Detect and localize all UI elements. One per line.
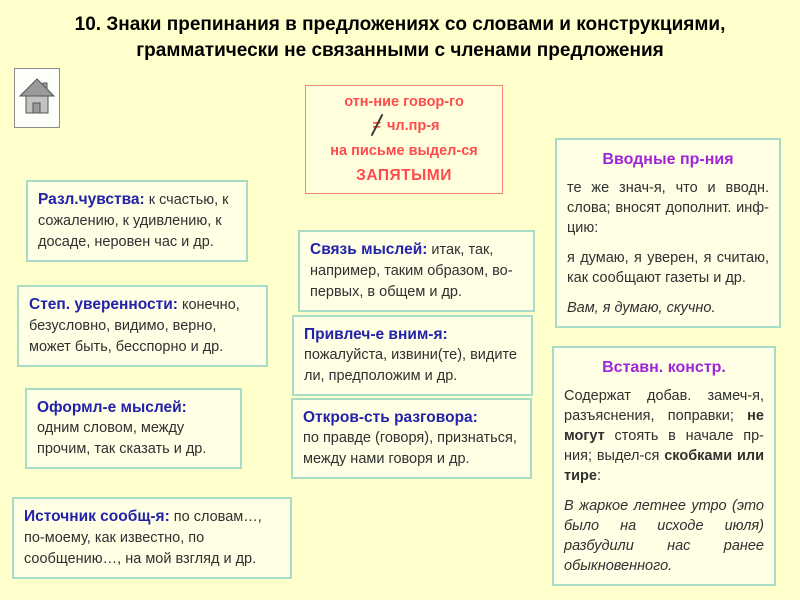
home-icon <box>18 78 56 114</box>
box-inserted-example: В жаркое летнее утро (это было на исходе… <box>564 498 764 574</box>
box-feelings-body: к счастью, к сожалению, к удивлению, к д… <box>38 192 229 250</box>
not-equal-symbol: = <box>368 114 384 137</box>
rule-line3: на письме выдел-ся <box>330 142 478 159</box>
rule-line2-text: чл.пр-я <box>386 118 440 135</box>
box-source-heading: Источник сообщ-я: <box>24 508 170 525</box>
rule-line2: =чл.пр-я <box>306 114 502 137</box>
box-certainty-body: конечно, безусловно, видимо, верно, може… <box>29 297 240 355</box>
box-inserted-heading: Вставн. констр. <box>602 359 726 376</box>
box-source-body: по словам…, по-моему, как известно, по с… <box>24 509 262 567</box>
box-attention-heading: Привлеч-е вним-я: <box>304 326 448 343</box>
box-introductory-para1: те же знач-я, что и вводн. слова; вносят… <box>567 180 769 236</box>
box-source: Источник сообщ-я: по словам…, по-моему, … <box>12 497 292 579</box>
box-introductory-para2: я думаю, я уверен, я считаю, как сообщаю… <box>567 250 769 286</box>
box-inserted-constructions: Вставн. констр. Содержат добав. замеч-я,… <box>552 346 776 586</box>
box-introductory-sentences: Вводные пр-ния те же знач-я, что и вводн… <box>555 138 781 328</box>
box-attention: Привлеч-е вним-я: пожалуйста, извини(те)… <box>292 315 533 396</box>
rule-line4: ЗАПЯТЫМИ <box>356 166 452 184</box>
box-certainty-heading: Степ. уверенности: <box>29 296 178 313</box>
box-thoughts-form: Оформл-е мыслей: одним словом, между про… <box>25 388 242 469</box>
box-introductory-heading: Вводные пр-ния <box>602 151 734 168</box>
box-frankness: Откров-сть разговора: по правде (говоря)… <box>291 398 532 479</box>
box-thoughts-form-body: одним словом, между прочим, так сказать … <box>37 420 207 457</box>
box-feelings-heading: Разл.чувства: <box>38 191 145 208</box>
box-connection-body: итак, так, например, таким образом, во-п… <box>310 242 513 300</box>
box-inserted-p1b: не могут <box>564 408 764 444</box>
box-frankness-heading: Откров-сть разговора: <box>303 409 478 426</box>
box-attention-body: пожалуйста, извини(те), видите ли, предп… <box>304 347 517 384</box>
page-title-line1: 10. Знаки препинания в предложениях со с… <box>74 14 726 35</box>
box-introductory-example: Вам, я думаю, скучно. <box>567 300 716 316</box>
box-frankness-body: по правде (говоря), признаться, между на… <box>303 430 517 467</box>
box-inserted-p1a: Содержат добав. замеч-я, разъяснения, по… <box>564 388 764 424</box>
box-inserted-p1e: : <box>596 468 601 484</box>
box-inserted-p1d: скобками или тире <box>564 448 764 484</box>
rule-box: отн-ние говор-го =чл.пр-я на письме выде… <box>305 85 503 194</box>
box-connection-heading: Связь мыслей: <box>310 241 428 258</box>
rule-line1: отн-ние говор-го <box>344 94 464 111</box>
page-title-line2: грамматически не связанными с членами пр… <box>136 40 664 61</box>
box-certainty: Степ. уверенности: конечно, безусловно, … <box>17 285 268 367</box>
box-thoughts-form-heading: Оформл-е мыслей: <box>37 399 187 416</box>
box-inserted-para1: Содержат добав. замеч-я, разъяснения, по… <box>564 386 764 486</box>
box-inserted-p1c: стоять в начале пр-ния; выдел-ся <box>564 428 764 464</box>
box-feelings: Разл.чувства: к счастью, к сожалению, к … <box>26 180 248 262</box>
home-button[interactable] <box>14 68 60 128</box>
box-connection: Связь мыслей: итак, так, например, таким… <box>298 230 535 312</box>
page-title: 10. Знаки препинания в предложениях со с… <box>0 12 800 64</box>
